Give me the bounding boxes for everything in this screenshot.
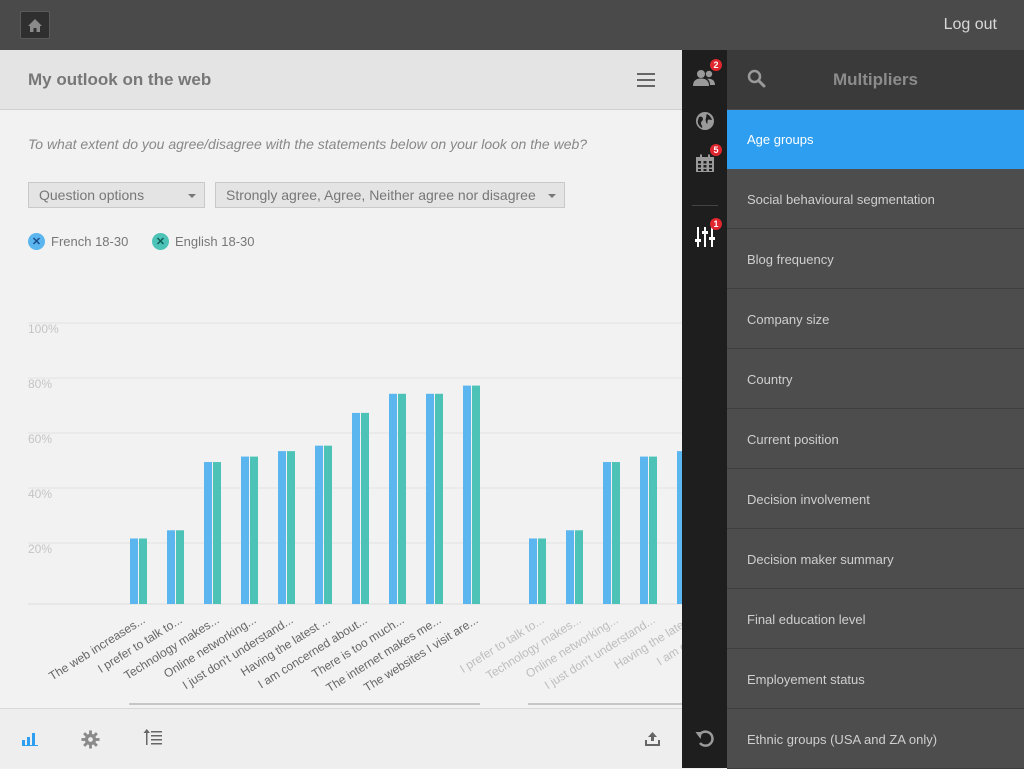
bar (389, 393, 397, 604)
undo-button[interactable] (692, 725, 718, 751)
gear-icon[interactable] (81, 730, 100, 749)
multiplier-item[interactable]: Social behavioural segmentation (727, 170, 1024, 229)
multiplier-item[interactable]: Decision involvement (727, 470, 1024, 529)
multiplier-item[interactable]: Current position (727, 410, 1024, 469)
question-options-dropdown[interactable]: Question options (28, 182, 205, 208)
question-text: To what extent do you agree/disagree wit… (28, 136, 588, 152)
multiplier-item[interactable]: Age groups (727, 110, 1024, 169)
bar (463, 385, 471, 604)
home-icon (28, 18, 42, 32)
multipliers-header: Multipliers (727, 50, 1024, 109)
multipliers-title: Multipliers (832, 70, 918, 89)
bar (287, 451, 295, 604)
multiplier-item[interactable]: Decision maker summary (727, 530, 1024, 589)
page-title: My outlook on the web (28, 70, 212, 89)
users-icon (693, 70, 715, 86)
calendar-badge: 5 (710, 144, 722, 156)
multiplier-item[interactable]: Country (727, 350, 1024, 409)
bar (204, 462, 212, 604)
users-button[interactable]: 2 (692, 59, 722, 91)
bar (130, 538, 138, 604)
search-icon[interactable] (747, 69, 766, 88)
multipliers-panel: Multipliers Age groups Social behavioural… (727, 50, 1024, 769)
y-tick-label: 80% (28, 377, 52, 391)
bar-chart: 100%80%60%40%20%The web increases...I pr… (28, 322, 682, 731)
bar (575, 530, 583, 604)
globe-button[interactable] (692, 108, 718, 134)
bar (677, 451, 682, 604)
bar (213, 462, 221, 604)
bar (241, 456, 249, 604)
bar (435, 393, 443, 604)
bar (324, 445, 332, 604)
multiplier-item[interactable]: Blog frequency (727, 230, 1024, 289)
legend-label: French 18-30 (51, 234, 129, 249)
legend-item-english[interactable]: ✕ English 18-30 (152, 233, 255, 250)
multiplier-item[interactable]: Ethnic groups (USA and ZA only) (727, 710, 1024, 769)
top-bar: Log out (0, 0, 1024, 50)
filters-button[interactable]: 1 (692, 218, 722, 250)
bar (566, 530, 574, 604)
multiplier-item[interactable]: Final education level (727, 590, 1024, 649)
bar (315, 445, 323, 604)
bar (529, 538, 537, 604)
filters-badge: 1 (710, 218, 722, 230)
sliders-icon (695, 227, 715, 247)
calendar-button[interactable]: 5 (692, 144, 722, 176)
panel-header: My outlook on the web (0, 50, 682, 110)
bar (250, 456, 258, 604)
bar (649, 456, 657, 604)
bar (603, 462, 611, 604)
export-upload-icon[interactable] (644, 731, 661, 747)
bottom-toolbar (0, 708, 682, 768)
bar (612, 462, 620, 604)
bar (176, 530, 184, 604)
y-tick-label: 20% (28, 542, 52, 556)
multiplier-item[interactable]: Company size (727, 290, 1024, 349)
y-tick-label: 40% (28, 487, 52, 501)
undo-icon (695, 730, 714, 747)
answers-value: Strongly agree, Agree, Neither agree nor… (226, 187, 536, 203)
calendar-icon (696, 154, 714, 172)
chevron-down-icon (188, 194, 196, 198)
bar (398, 393, 406, 604)
sort-list-icon[interactable] (143, 729, 163, 747)
y-tick-label: 60% (28, 432, 52, 446)
chevron-down-icon (548, 194, 556, 198)
home-button[interactable] (20, 11, 50, 39)
bar (640, 456, 648, 604)
globe-icon (696, 112, 714, 130)
remove-series-icon[interactable]: ✕ (152, 233, 169, 250)
hamburger-menu-icon[interactable] (637, 73, 655, 87)
users-badge: 2 (710, 59, 722, 71)
side-icon-bar: 2 5 (682, 50, 727, 768)
bar (472, 385, 480, 604)
answers-dropdown[interactable]: Strongly agree, Agree, Neither agree nor… (215, 182, 565, 208)
legend-label: English 18-30 (175, 234, 255, 249)
remove-series-icon[interactable]: ✕ (28, 233, 45, 250)
bar (426, 393, 434, 604)
divider (692, 205, 718, 206)
bar (538, 538, 546, 604)
legend-item-french[interactable]: ✕ French 18-30 (28, 233, 128, 250)
bar (167, 530, 175, 604)
multiplier-item[interactable]: Employement status (727, 650, 1024, 709)
bar-chart-icon[interactable] (21, 730, 39, 746)
bar (278, 451, 286, 604)
bar (352, 412, 360, 604)
bar (139, 538, 147, 604)
question-options-value: Question options (39, 187, 145, 203)
bar (361, 412, 369, 604)
logout-link[interactable]: Log out (943, 16, 997, 33)
y-tick-label: 100% (28, 322, 59, 336)
main-panel: My outlook on the web To what extent do … (0, 50, 682, 768)
